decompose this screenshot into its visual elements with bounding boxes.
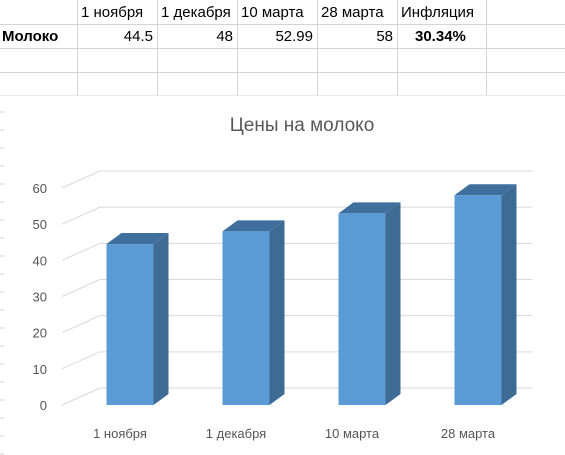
column-divider	[486, 0, 487, 95]
y-tick-label: 30	[33, 290, 47, 305]
chart-title: Цены на молоко	[230, 115, 375, 136]
y-tick-label: 10	[33, 362, 47, 377]
x-axis: 1 ноября 1 декабря 10 марта 28 марта	[93, 426, 496, 441]
bar	[222, 220, 285, 405]
y-tick-label: 0	[40, 398, 47, 413]
row-divider	[0, 72, 565, 73]
row-divider	[0, 24, 565, 25]
milk-price-chart[interactable]: Цены на молоко 0 10 20 30 40 50 60 1 ноября 1 д…	[0, 95, 565, 455]
bar-side	[269, 220, 285, 405]
y-tick-label: 50	[33, 217, 47, 232]
bar-side	[501, 184, 517, 405]
x-tick-label: 1 ноября	[93, 426, 147, 441]
value-cell-1-november[interactable]: 44.5	[123, 28, 153, 45]
bar-front	[338, 213, 386, 405]
column-divider	[237, 0, 238, 95]
value-cell-10-march[interactable]: 52.99	[275, 28, 313, 45]
bar-top	[106, 233, 169, 245]
bar	[338, 202, 401, 405]
x-tick-label: 28 марта	[441, 426, 496, 441]
bar-front	[106, 244, 154, 405]
y-tick-label: 40	[33, 253, 47, 268]
spreadsheet-grid: 1 ноября 1 декабря 10 марта 28 марта Инф…	[0, 0, 565, 95]
bar-front	[454, 195, 502, 405]
header-cell-inflation[interactable]: Инфляция	[401, 4, 475, 21]
gridline	[61, 170, 532, 189]
column-divider	[317, 0, 318, 95]
header-cell-28-march[interactable]: 28 марта	[321, 4, 384, 21]
y-tick-label: 20	[33, 326, 47, 341]
value-cell-28-march[interactable]: 58	[376, 28, 393, 45]
bar-side	[385, 202, 401, 405]
bar-side	[153, 233, 169, 405]
bar-top	[222, 220, 285, 232]
row-header-ticks	[0, 111, 4, 455]
column-divider	[157, 0, 158, 95]
value-cell-1-december[interactable]: 48	[216, 28, 233, 45]
header-cell-10-march[interactable]: 10 марта	[241, 4, 304, 21]
bar	[106, 233, 169, 405]
row-label-milk[interactable]: Молоко	[2, 28, 59, 45]
x-tick-label: 1 декабря	[206, 426, 266, 441]
header-cell-1-november[interactable]: 1 ноября	[81, 4, 144, 21]
x-tick-label: 10 марта	[325, 426, 380, 441]
y-tick-label: 60	[33, 181, 47, 196]
bar	[454, 184, 517, 405]
bar-top	[338, 202, 401, 214]
row-divider	[0, 48, 565, 49]
bars	[106, 184, 517, 405]
y-axis: 0 10 20 30 40 50 60	[33, 181, 47, 413]
column-divider	[397, 0, 398, 95]
bar-front	[222, 231, 270, 405]
bar-top	[454, 184, 517, 196]
header-cell-1-december[interactable]: 1 декабря	[161, 4, 231, 21]
column-divider	[77, 0, 78, 95]
inflation-value-cell[interactable]: 30.34%	[415, 28, 466, 45]
